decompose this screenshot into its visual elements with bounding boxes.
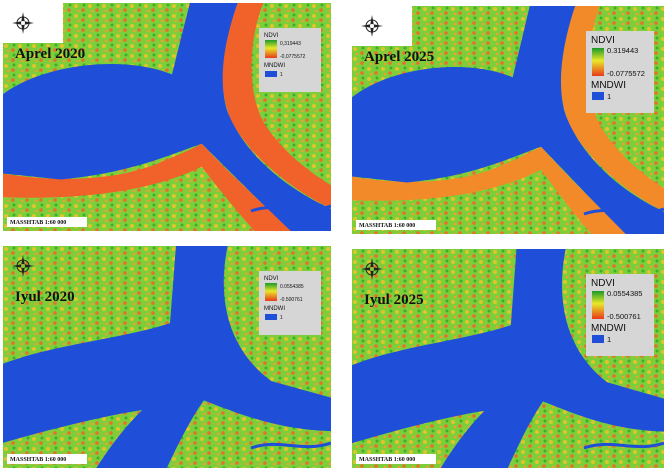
legend-max: 0.0554385 — [280, 284, 304, 290]
legend-value: 1 — [280, 315, 283, 321]
legend-min: -0.0775572 — [607, 69, 645, 78]
scale-label: MASSHTAB 1:60 000 — [359, 457, 415, 463]
ndvi-ramp — [592, 291, 604, 319]
mndwi-swatch — [592, 335, 604, 343]
legend-title: NDVI — [264, 276, 279, 282]
legend-title: MNDWI — [264, 306, 285, 312]
legend-max: 0.319443 — [607, 46, 638, 55]
scale-label: MASSHTAB 1:60 000 — [10, 220, 66, 226]
ndvi-ramp — [592, 48, 604, 76]
panel-title: Iyul 2020 — [15, 289, 75, 305]
legend-value: 1 — [607, 335, 611, 344]
legend-max: 0.0554385 — [607, 289, 642, 298]
panel-title: Iyul 2025 — [364, 292, 424, 308]
figure: Aprel 2020NDVI0,319443-0,0775572MNDWI1MA… — [0, 0, 670, 470]
legend-title: NDVI — [591, 278, 615, 289]
legend-min: -0.500761 — [280, 297, 303, 303]
legend-min: -0.500761 — [607, 312, 641, 321]
scale-label: MASSHTAB 1:60 000 — [10, 457, 66, 463]
ndvi-ramp — [265, 283, 277, 301]
scale-label: MASSHTAB 1:60 000 — [359, 223, 415, 229]
legend-title: MNDWI — [591, 323, 626, 334]
mndwi-swatch — [592, 92, 604, 100]
legend-title: MNDWI — [264, 63, 285, 69]
legend-min: -0,0775572 — [280, 54, 306, 60]
legend-title: NDVI — [264, 33, 279, 39]
legend-title: NDVI — [591, 35, 615, 46]
legend-value: 1 — [607, 92, 611, 101]
panel-title: Aprel 2020 — [15, 46, 85, 62]
legend-title: MNDWI — [591, 80, 626, 91]
panel-title: Aprel 2025 — [364, 49, 434, 65]
legend-max: 0,319443 — [280, 41, 301, 47]
ndvi-ramp — [265, 40, 277, 58]
legend-value: 1 — [280, 72, 283, 78]
mndwi-swatch — [265, 71, 277, 77]
mndwi-swatch — [265, 314, 277, 320]
